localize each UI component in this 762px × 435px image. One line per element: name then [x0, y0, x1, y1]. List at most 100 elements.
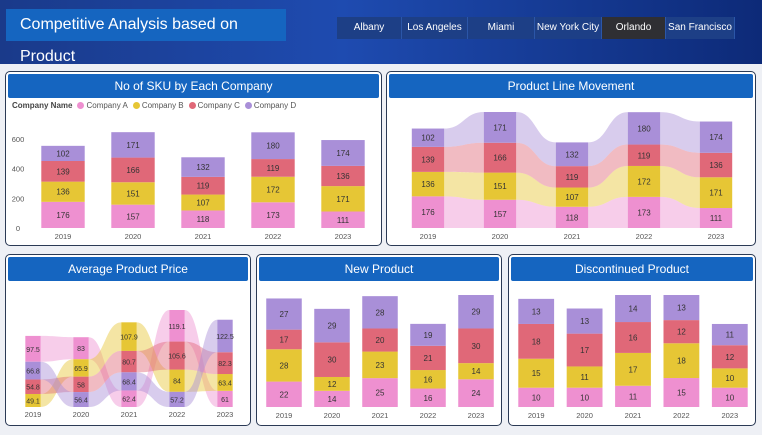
data-label: 56.4 — [74, 398, 88, 405]
data-label: 136 — [709, 161, 723, 170]
new-product-panel-title: New Product — [259, 257, 499, 281]
bar-segment — [111, 204, 155, 228]
tab-albany[interactable]: Albany — [337, 17, 402, 39]
data-label: 172 — [637, 177, 651, 186]
bar-segment — [411, 196, 445, 228]
tab-san-francisco[interactable]: San Francisco — [666, 17, 735, 39]
tab-los-angeles[interactable]: Los Angeles — [402, 17, 468, 39]
legend-item-company-c[interactable]: Company C — [188, 101, 240, 110]
legend-item-company-b[interactable]: Company B — [132, 101, 184, 110]
ribbon — [444, 142, 484, 173]
data-label: 13 — [580, 317, 589, 326]
bar-segment — [41, 181, 85, 202]
legend-label-d: Company D — [253, 101, 297, 110]
ribbon — [40, 359, 74, 407]
data-label: 107.9 — [120, 335, 138, 342]
ribbon — [516, 199, 556, 228]
bar-segment — [266, 329, 302, 350]
x-tick-label: 2022 — [169, 410, 186, 419]
bar-segment — [181, 176, 225, 195]
ribbon — [136, 310, 170, 407]
bar-segment — [41, 145, 85, 161]
bar-segment — [711, 323, 748, 346]
legend-item-company-d[interactable]: Company D — [244, 101, 297, 110]
data-label: 14 — [472, 367, 481, 376]
tab-orlando[interactable]: Orlando — [602, 17, 666, 39]
data-label: 19 — [424, 331, 433, 340]
bar-segment — [555, 187, 589, 207]
data-label: 136 — [56, 188, 70, 197]
plm-chart: 176 136 139 102 2019 157 151 166 171 2020 118 107 11… — [411, 112, 733, 241]
data-label: 107 — [196, 199, 210, 208]
x-tick-label: 2021 — [372, 411, 389, 420]
ribbon — [88, 350, 122, 393]
bar-segment — [25, 361, 41, 380]
bar-segment — [314, 376, 350, 391]
bar-segment — [458, 379, 494, 407]
bar-segment — [555, 206, 589, 228]
data-label: 17 — [580, 346, 589, 355]
bar-segment — [483, 199, 517, 228]
ribbon — [40, 376, 74, 394]
bar-segment — [411, 128, 445, 147]
bar-segment — [321, 186, 365, 212]
bar-segment — [181, 194, 225, 211]
new-product-panel: New Product 22 28 17 27 2019 14 12 30 29 2020 25 23… — [256, 254, 502, 426]
legend-item-company-a[interactable]: Company A — [77, 101, 128, 110]
plm-panel-title: Product Line Movement — [389, 74, 753, 98]
x-tick-label: 2023 — [217, 410, 234, 419]
bar-segment — [217, 352, 233, 375]
data-label: 102 — [421, 134, 435, 143]
x-tick-label: 2021 — [121, 410, 138, 419]
data-label: 102 — [56, 149, 70, 158]
bar-segment — [217, 390, 233, 407]
data-label: 10 — [725, 393, 734, 402]
ribbon — [136, 322, 170, 392]
bar-segment — [169, 369, 185, 392]
bar-segment — [111, 182, 155, 205]
data-label: 118 — [566, 213, 579, 222]
data-label: 11 — [629, 392, 638, 401]
bar-segment — [321, 140, 365, 166]
bar-segment — [73, 392, 89, 407]
x-tick-label: 2019 — [55, 232, 72, 241]
ribbon — [136, 372, 170, 407]
tab-new-york-city[interactable]: New York City — [535, 17, 602, 39]
ribbon — [516, 172, 556, 207]
bar-segment — [121, 372, 137, 391]
data-label: 16 — [424, 394, 433, 403]
discontinued-chart: 10 15 18 13 2019 10 11 17 13 2020 11 17 16 14 2021 15 18… — [518, 295, 748, 420]
bar-segment — [314, 390, 350, 407]
data-label: 16 — [424, 375, 433, 384]
ribbon — [184, 341, 218, 375]
data-label: 62.4 — [122, 397, 136, 404]
data-label: 27 — [280, 310, 289, 319]
bar-segment — [169, 391, 185, 407]
legend-dot-a — [77, 102, 85, 109]
legend-dot-b — [132, 102, 140, 109]
bar-segment — [483, 112, 517, 143]
data-label: 24 — [472, 389, 481, 398]
x-tick-label: 2019 — [528, 411, 545, 420]
x-tick-label: 2023 — [335, 232, 352, 241]
ribbon — [136, 341, 170, 373]
city-slicer: Albany Los Angeles Miami New York City O… — [337, 17, 735, 39]
bar-segment — [41, 201, 85, 228]
bar-segment — [483, 142, 517, 173]
data-label: 119 — [638, 151, 651, 160]
price-panel: Average Product Price 97.5 49.1 54.8 66.8 20… — [5, 254, 251, 426]
data-label: 66.8 — [26, 369, 40, 376]
data-label: 11 — [580, 373, 589, 382]
ribbon — [40, 361, 74, 407]
data-label: 18 — [677, 357, 686, 366]
data-label: 12 — [725, 353, 734, 362]
data-label: 180 — [637, 124, 651, 133]
bar-segment — [458, 295, 494, 329]
x-tick-label: 2022 — [420, 411, 437, 420]
data-label: 172 — [266, 186, 280, 195]
data-label: 12 — [677, 328, 686, 337]
data-label: 174 — [336, 149, 350, 158]
tab-miami[interactable]: Miami — [468, 17, 535, 39]
data-label: 139 — [56, 167, 70, 176]
bar-segment — [410, 323, 446, 346]
